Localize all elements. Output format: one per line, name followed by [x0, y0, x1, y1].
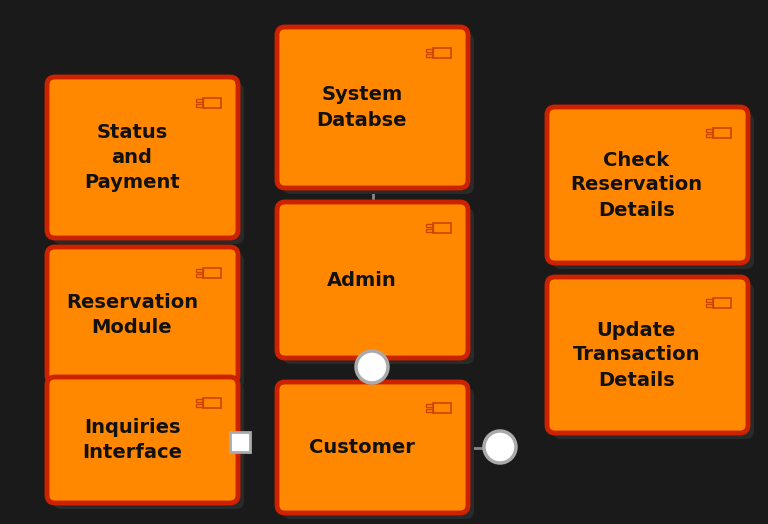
Bar — [197, 403, 203, 407]
Circle shape — [356, 351, 388, 383]
FancyBboxPatch shape — [553, 283, 754, 439]
Bar — [197, 104, 203, 107]
FancyBboxPatch shape — [283, 33, 474, 194]
Text: System
Databse: System Databse — [316, 85, 407, 129]
FancyBboxPatch shape — [47, 77, 238, 238]
Bar — [197, 99, 203, 102]
FancyBboxPatch shape — [547, 277, 748, 433]
FancyBboxPatch shape — [283, 208, 474, 364]
Bar — [197, 269, 203, 272]
Text: Check
Reservation
Details: Check Reservation Details — [571, 150, 703, 220]
FancyBboxPatch shape — [277, 202, 468, 358]
FancyBboxPatch shape — [47, 377, 238, 503]
FancyBboxPatch shape — [547, 107, 748, 263]
Text: Inquiries
Interface: Inquiries Interface — [82, 418, 182, 462]
Bar — [713, 128, 731, 138]
Text: Update
Transaction
Details: Update Transaction Details — [573, 321, 700, 389]
Bar — [203, 98, 221, 108]
Bar — [426, 409, 433, 412]
Bar — [433, 403, 451, 413]
Bar — [426, 53, 433, 57]
Bar — [433, 48, 451, 58]
FancyBboxPatch shape — [53, 83, 244, 244]
Bar — [707, 303, 713, 307]
Bar — [203, 398, 221, 408]
Bar — [426, 49, 433, 52]
Text: Reservation
Module: Reservation Module — [66, 293, 198, 337]
FancyBboxPatch shape — [283, 388, 474, 519]
Bar — [426, 224, 433, 227]
Bar — [426, 228, 433, 232]
Bar — [197, 399, 203, 402]
Bar — [707, 134, 713, 137]
Text: Admin: Admin — [327, 270, 397, 289]
Text: Customer: Customer — [309, 438, 415, 457]
Bar — [197, 274, 203, 277]
Bar — [426, 404, 433, 407]
FancyBboxPatch shape — [553, 113, 754, 269]
Bar — [707, 129, 713, 133]
Bar — [707, 299, 713, 302]
Bar — [230, 432, 250, 452]
Bar — [433, 223, 451, 233]
Text: Status
and
Payment: Status and Payment — [84, 123, 180, 192]
FancyBboxPatch shape — [277, 27, 468, 188]
FancyBboxPatch shape — [47, 247, 238, 383]
Bar — [713, 298, 731, 308]
FancyBboxPatch shape — [277, 382, 468, 513]
Bar — [203, 268, 221, 278]
Circle shape — [484, 431, 516, 463]
FancyBboxPatch shape — [53, 253, 244, 389]
FancyBboxPatch shape — [53, 383, 244, 509]
